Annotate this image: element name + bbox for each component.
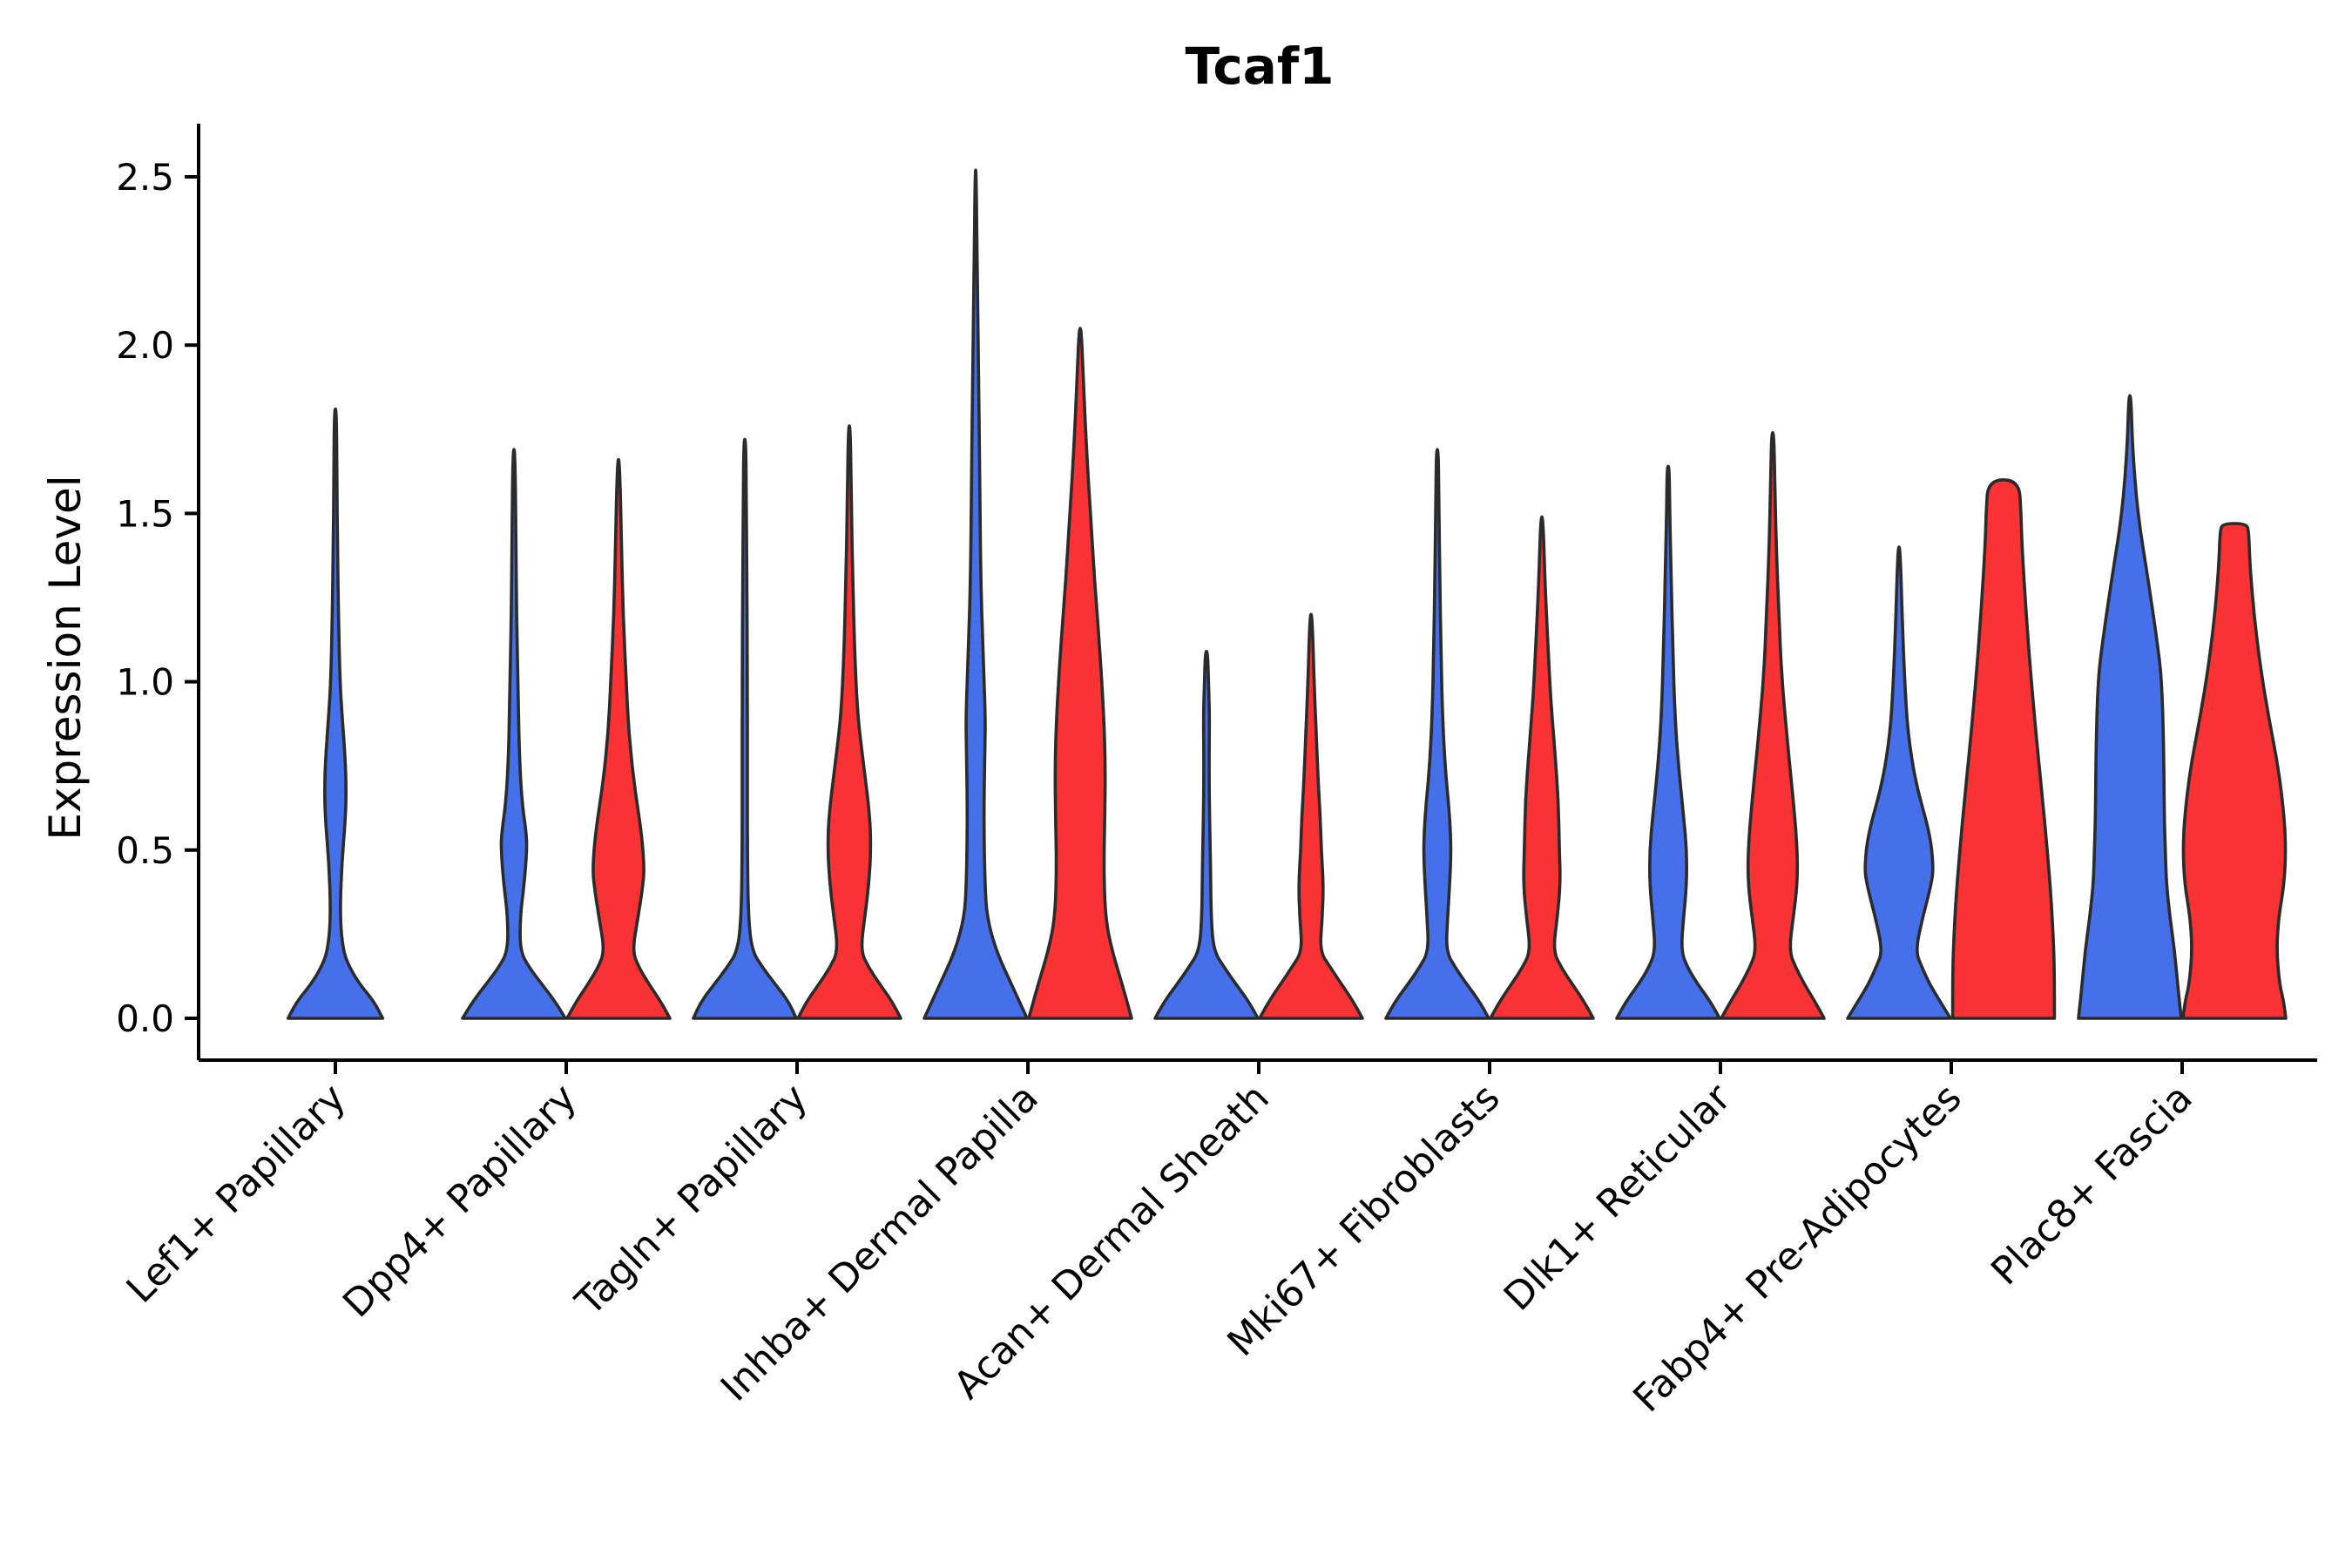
x-tick-label: Lef1+ Papillary [118,1076,355,1312]
violin-group2-inhba-dermal-papilla [1027,327,1133,1020]
y-tick-label: 2.5 [116,156,174,199]
y-tick-label: 0.5 [116,829,174,872]
y-tick-label: 1.5 [116,492,174,535]
x-tick-label: Dlk1+ Reticular [1496,1075,1740,1320]
violins-group [286,168,2288,1020]
x-tick-label: Plac8+ Fascia [1983,1076,2201,1294]
y-tick-label: 1.0 [116,661,174,704]
chart-title: Tcaf1 [1186,37,1335,96]
violin-group1-dpp4-papillary [461,448,567,1020]
violin-group2-fabp4-pre-adipocytes [1950,478,2057,1020]
violin-group1-mki67-fibroblasts [1384,448,1490,1020]
violin-group1-lef1-papillary [286,407,385,1020]
violin-group2-dpp4-papillary [565,457,672,1020]
violin-group2-plac8-fascia [2181,522,2288,1020]
x-tick-label: Dpp4+ Papillary [335,1076,585,1327]
y-tick-label: 0.0 [116,997,174,1040]
y-axis: 0.0 0.5 1.0 1.5 2.0 2.5 [116,124,200,1060]
violin-group1-acan-dermal-sheath [1153,650,1260,1020]
violin-group1-tagln-papillary [692,437,798,1020]
violin-group2-dlk1-reticular [1720,430,1826,1020]
violin-group1-dlk1-reticular [1615,464,1721,1020]
y-axis-label: Expression Level [40,475,91,840]
violin-group2-tagln-papillary [796,424,902,1020]
violin-group1-inhba-dermal-papilla [923,168,1029,1020]
y-tick-label: 2.0 [116,324,174,367]
x-tick-label: Tagln+ Papillary [567,1076,816,1325]
violin-group1-fabp4-pre-adipocytes [1846,545,1952,1020]
violin-group1-plac8-fascia [2077,394,2183,1020]
violin-group2-acan-dermal-sheath [1258,612,1364,1020]
violin-group2-mki67-fibroblasts [1489,515,1595,1020]
